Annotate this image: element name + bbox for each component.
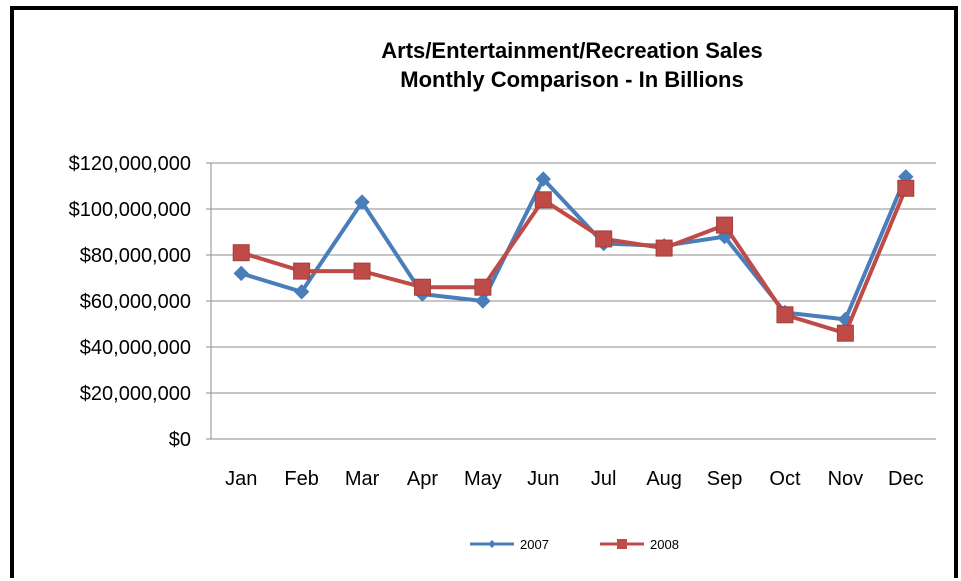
legend-label: 2008: [650, 537, 679, 552]
x-tick-label: Oct: [769, 468, 801, 490]
data-point-2008: [716, 216, 734, 234]
data-point-2008: [413, 278, 431, 296]
x-tick-label: May: [464, 468, 502, 490]
x-tick-label: Nov: [828, 468, 864, 490]
data-point-2008: [353, 262, 371, 280]
series-2008: [232, 179, 915, 342]
y-tick-label: $0: [169, 429, 191, 451]
data-point-2008: [897, 179, 915, 197]
x-tick-label: Sep: [707, 468, 743, 490]
axes: [206, 162, 936, 440]
x-tick-label: Jul: [591, 468, 617, 490]
x-tick-label: Dec: [888, 468, 924, 490]
series: [232, 169, 915, 342]
data-point-2007: [475, 293, 491, 309]
legend-marker: [617, 539, 627, 549]
y-tick-label: $20,000,000: [80, 383, 191, 405]
legend-marker: [488, 540, 496, 548]
data-point-2007: [535, 171, 551, 187]
data-point-2007: [293, 284, 310, 300]
data-point-2008: [534, 191, 552, 209]
data-point-2008: [836, 324, 854, 342]
y-tick-label: $60,000,000: [80, 291, 191, 313]
data-point-2008: [655, 239, 673, 257]
x-tick-label: Feb: [284, 468, 318, 490]
legend-entry-2008: 2008: [600, 537, 679, 552]
data-point-2008: [474, 278, 492, 296]
chart-title-line-1: Arts/Entertainment/Recreation Sales: [381, 38, 762, 63]
series-2007: [233, 169, 914, 328]
data-point-2008: [595, 230, 613, 248]
legend: 2007 2008: [470, 537, 679, 552]
data-point-2007: [233, 265, 249, 282]
x-tick-label: Apr: [407, 468, 438, 490]
y-tick-label: $80,000,000: [80, 245, 191, 267]
legend-label: 2007: [520, 537, 549, 552]
x-tick-label: Mar: [345, 468, 380, 490]
data-point-2008: [293, 262, 311, 280]
data-point-2007: [354, 194, 370, 210]
x-axis-tick-labels: Jan Feb Mar Apr May Jun Jul Aug Sep Oct Nov Dec: [225, 468, 923, 490]
y-tick-label: $40,000,000: [80, 337, 191, 359]
chart-title-line-2: Monthly Comparison - In Billions: [400, 67, 743, 92]
x-tick-label: Aug: [646, 468, 682, 490]
x-tick-label: Jan: [225, 468, 257, 490]
data-point-2008: [776, 306, 794, 324]
chart-title: Arts/Entertainment/Recreation Sales Mont…: [381, 38, 762, 92]
y-axis-tick-labels: $0 $20,000,000 $40,000,000 $60,000,000 $80,0…: [69, 153, 191, 451]
series-line-2007: [240, 176, 908, 322]
y-tick-label: $100,000,000: [69, 199, 191, 221]
gridlines: [211, 162, 936, 394]
x-tick-label: Jun: [527, 468, 559, 490]
series-line-2008: [240, 187, 908, 336]
data-point-2008: [232, 244, 250, 262]
y-tick-label: $120,000,000: [69, 153, 191, 175]
legend-entry-2007: 2007: [470, 537, 549, 552]
